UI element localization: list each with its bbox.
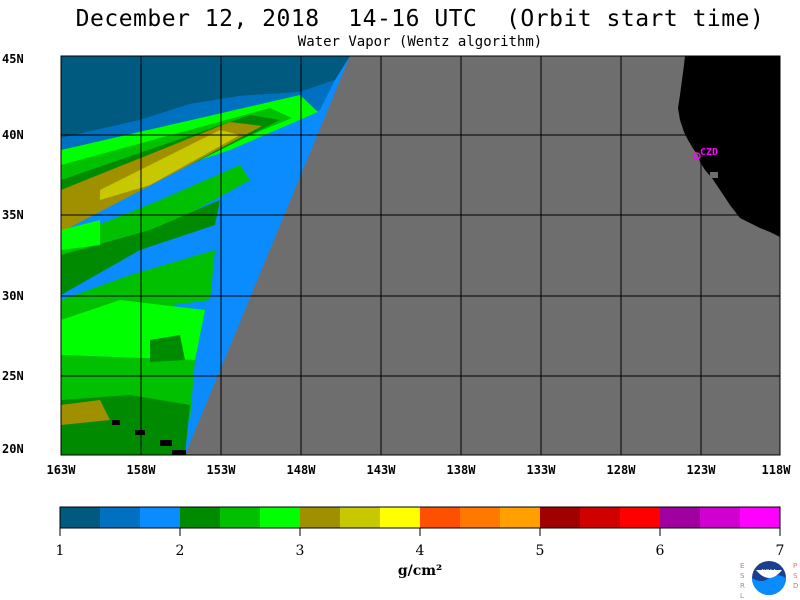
colorbar-swatch [60, 507, 100, 528]
colorbar-frame [59, 506, 781, 529]
station-marker [693, 152, 701, 160]
lon-label-153w: 153W [206, 463, 236, 477]
graticule [61, 56, 780, 455]
lon-label-143w: 143W [366, 463, 396, 477]
station-label: CZD [700, 147, 719, 158]
lat-label-25n: 25N [2, 369, 24, 383]
colorbar-swatch [660, 507, 700, 528]
lat-label-45n: 45N [2, 52, 24, 66]
colorbar-tick-6: 6 [655, 543, 665, 559]
logo-esrl-l: L [740, 592, 744, 600]
colorbar-swatch [500, 507, 540, 528]
map-title: December 12, 2018 14-16 UTC (Orbit start… [75, 6, 765, 32]
colorbar-tick-1: 1 [55, 543, 65, 559]
lat-label-20n: 20N [2, 442, 24, 456]
logo-psd-p: P [793, 562, 797, 570]
colorbar-tick-3: 3 [295, 543, 305, 559]
colorbar-swatch [300, 507, 340, 528]
colorbar-swatch [340, 507, 380, 528]
lat-label-40n: 40N [2, 128, 24, 142]
lat-label-35n: 35N [2, 208, 24, 222]
map-subtitle: Water Vapor (Wentz algorithm) [297, 34, 543, 50]
colorbar-swatch [180, 507, 220, 528]
colorbar-tick-7: 7 [775, 543, 785, 559]
logo-esrl-r: R [740, 582, 745, 590]
logo-noaa-text: NOAA [762, 569, 777, 575]
colorbar-swatch [700, 507, 740, 528]
colorbar-swatch [100, 507, 140, 528]
colorbar-swatch [140, 507, 180, 528]
hawaii-islands [112, 420, 186, 455]
logo-esrl-s: S [740, 572, 745, 580]
logo-psd-s: S [793, 572, 798, 580]
colorbar-swatch [540, 507, 580, 528]
colorbar-tick-2: 2 [175, 543, 185, 559]
logo-psd-d: D [793, 582, 798, 590]
lat-label-30n: 30N [2, 289, 24, 303]
lon-label-138w: 138W [446, 463, 476, 477]
lon-label-148w: 148W [286, 463, 316, 477]
colorbar-tick-4: 4 [415, 543, 425, 559]
colorbar-swatch [580, 507, 620, 528]
lon-label-123w: 123W [686, 463, 716, 477]
colorbar-units: g/cm² [397, 563, 443, 579]
colorbar-swatch [220, 507, 260, 528]
colorbar-swatch [260, 507, 300, 528]
colorbar-swatch [420, 507, 460, 528]
lon-label-163w: 163W [46, 463, 76, 477]
bay-gap [710, 172, 718, 178]
lon-label-128w: 128W [606, 463, 636, 477]
colorbar-swatch [380, 507, 420, 528]
swath-data [61, 56, 350, 455]
colorbar-swatch [620, 507, 660, 528]
logo-esrl-e: E [740, 562, 744, 570]
lon-label-158w: 158W [126, 463, 156, 477]
noaa-logo: E S R L NOAA P S D [740, 561, 798, 600]
colorbar-swatch [460, 507, 500, 528]
colorbar-tick-5: 5 [535, 543, 545, 559]
colorbar [59, 507, 781, 536]
colorbar-swatch [740, 507, 780, 528]
map-frame [60, 55, 781, 456]
lon-label-133w: 133W [526, 463, 556, 477]
north-america-land [678, 56, 780, 237]
lon-label-118w: 118W [761, 463, 791, 477]
map-field [61, 56, 780, 455]
